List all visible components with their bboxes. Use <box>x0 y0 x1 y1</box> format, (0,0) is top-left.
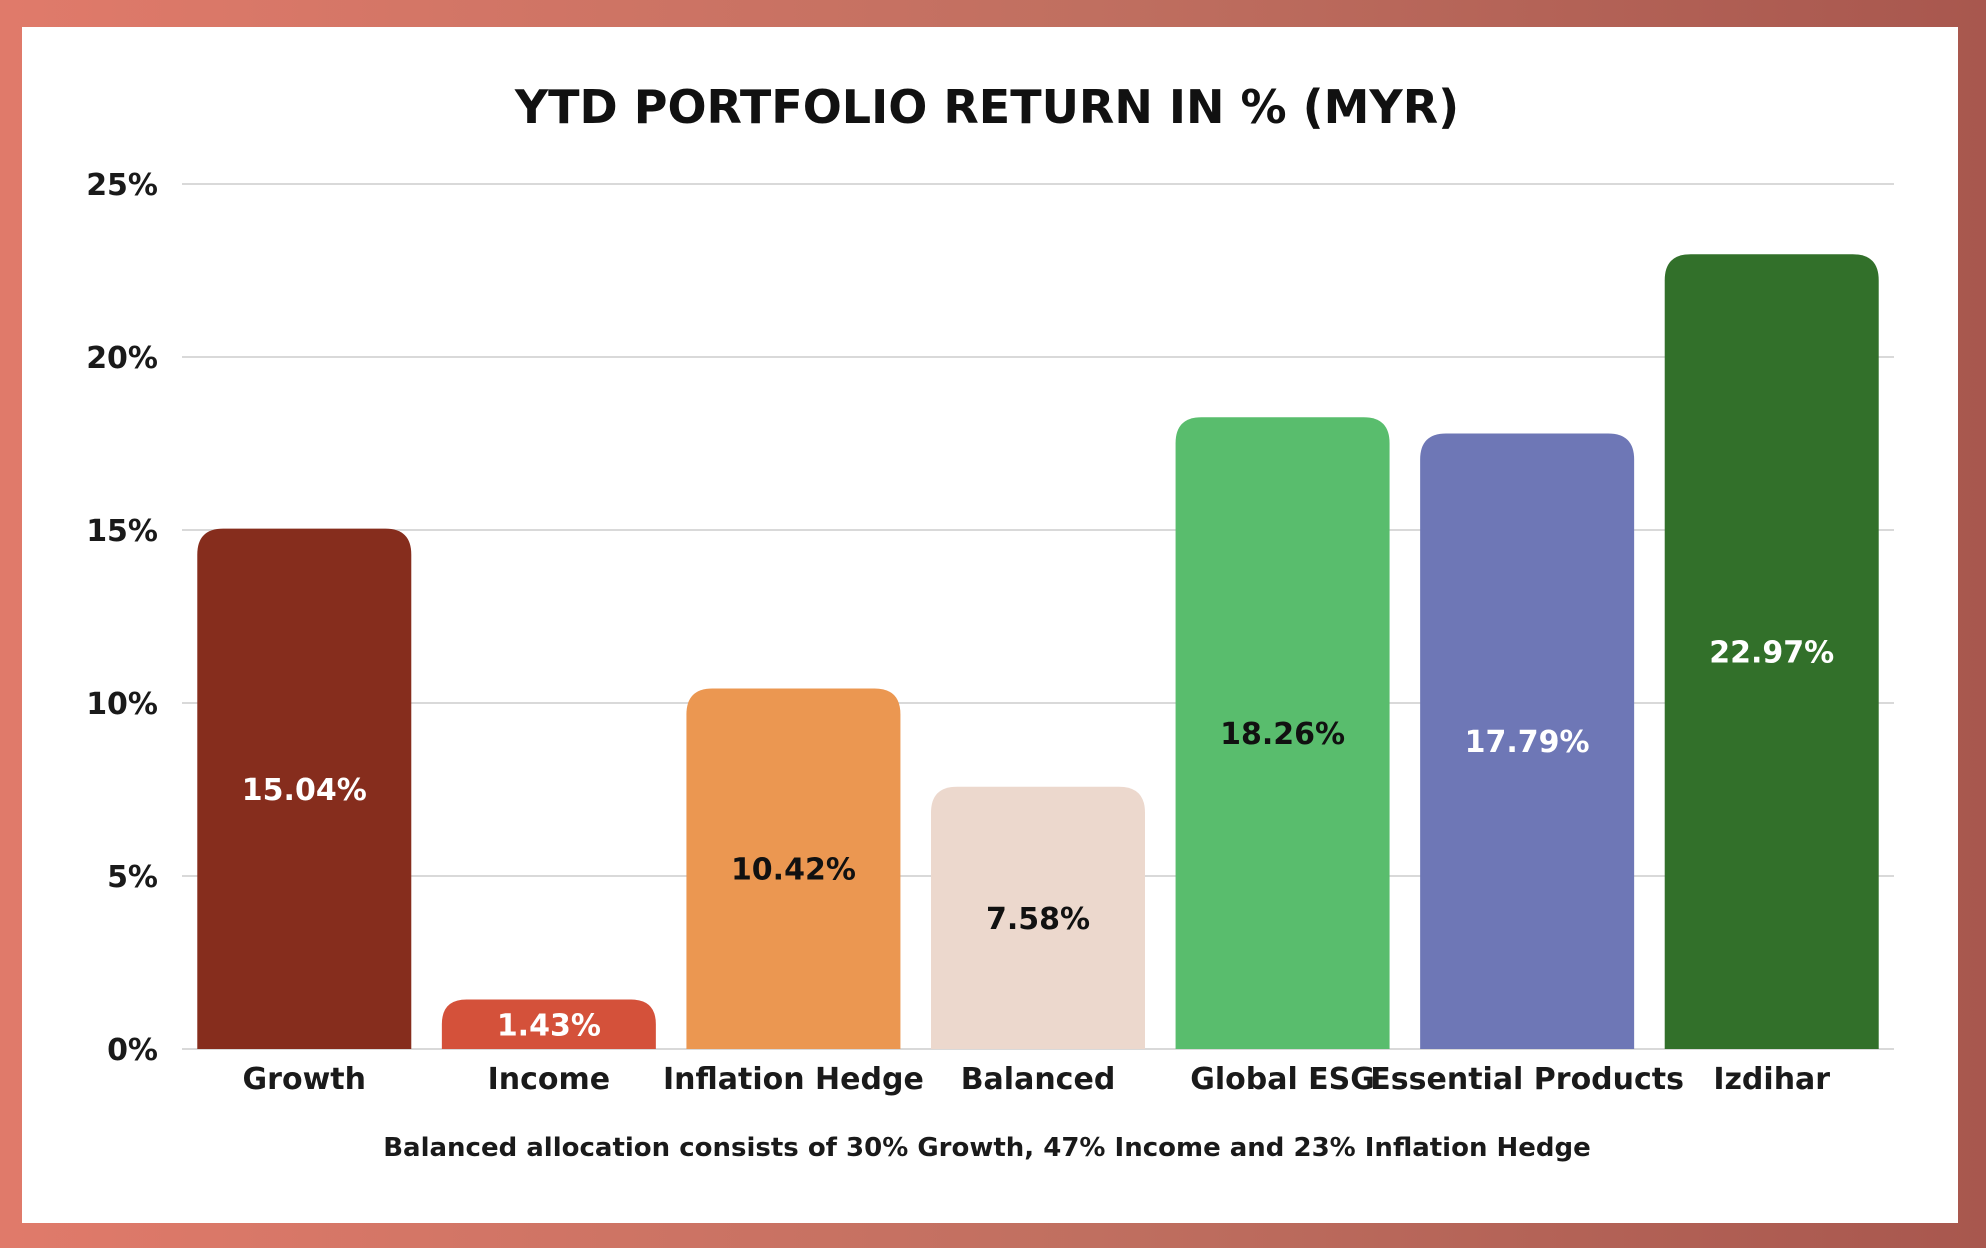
chart-title: YTD PORTFOLIO RETURN IN % (MYR) <box>514 80 1459 134</box>
x-axis: Growth Income Inflation Hedge Balanced Globa… <box>243 1062 1831 1097</box>
data-label: 18.26% <box>1220 717 1345 752</box>
data-label: 10.42% <box>731 853 856 888</box>
y-tick-label: 25% <box>86 168 158 203</box>
y-tick-label: 10% <box>86 687 158 722</box>
chart-footnote: Balanced allocation consists of 30% Grow… <box>383 1133 1591 1163</box>
data-label: 22.97% <box>1709 636 1834 671</box>
data-label: 17.79% <box>1465 725 1590 760</box>
bar-inflation-hedge <box>686 688 901 1049</box>
x-tick-label: Inflation Hedge <box>663 1062 924 1097</box>
bar-essential-products <box>1420 433 1635 1049</box>
y-tick-label: 0% <box>107 1033 158 1068</box>
x-tick-label: Izdihar <box>1713 1062 1830 1097</box>
bar-growth <box>197 528 412 1049</box>
x-tick-label: Growth <box>243 1062 366 1097</box>
data-label: 1.43% <box>497 1008 601 1043</box>
bars: 15.04% 1.43% 10.42% 7.58% 18.26% 17.79% 22.97% <box>197 254 1879 1050</box>
y-tick-label: 15% <box>86 514 158 549</box>
bar-global-esg <box>1175 417 1390 1050</box>
data-label: 7.58% <box>986 902 1090 937</box>
x-tick-label: Essential Products <box>1370 1062 1684 1097</box>
y-tick-label: 20% <box>86 341 158 376</box>
x-tick-label: Global ESG <box>1190 1062 1375 1097</box>
y-axis: 0% 5% 10% 15% 20% 25% <box>86 168 158 1068</box>
bar-izdihar <box>1664 254 1879 1049</box>
data-label: 15.04% <box>242 773 367 808</box>
x-tick-label: Balanced <box>961 1062 1116 1097</box>
y-tick-label: 5% <box>107 860 158 895</box>
bar-balanced <box>931 786 1145 1049</box>
bar-income <box>441 999 656 1049</box>
x-tick-label: Income <box>488 1062 611 1097</box>
